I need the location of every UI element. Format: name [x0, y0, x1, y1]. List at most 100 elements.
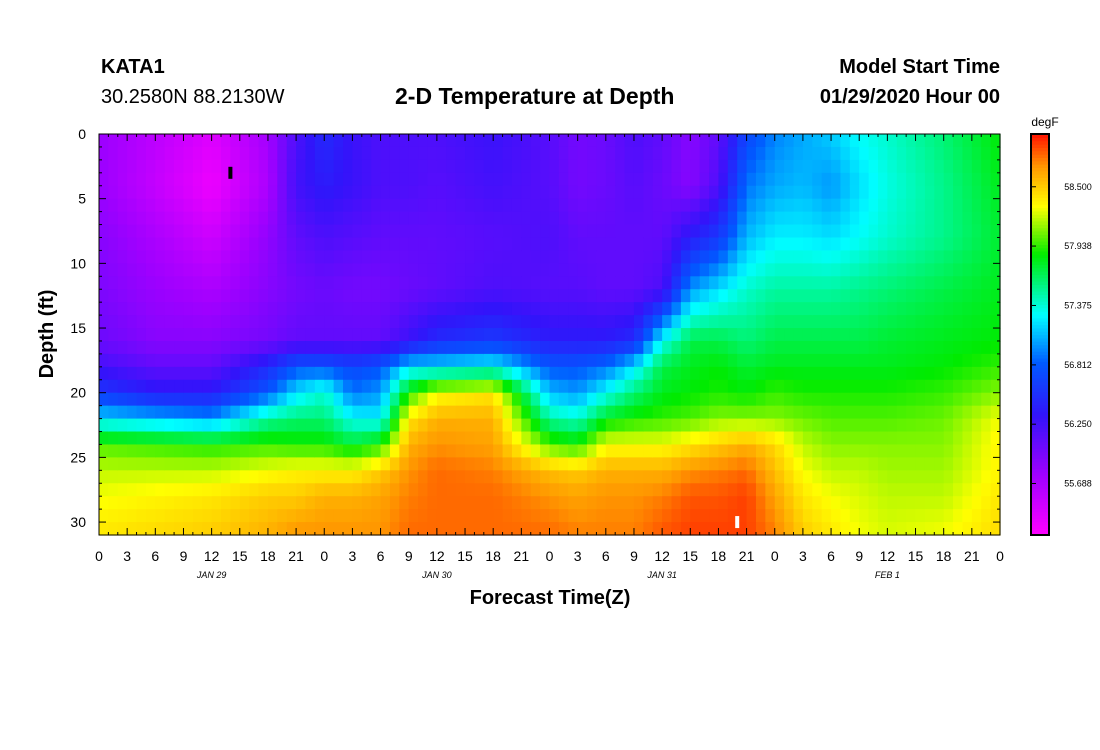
heatmap-cell [981, 496, 992, 510]
heatmap-cell [643, 522, 654, 536]
heatmap-cell [352, 366, 363, 381]
colorbar-tick-label: 55.688 [1064, 479, 1092, 489]
heatmap-cell [343, 237, 354, 252]
heatmap-cell [145, 198, 156, 213]
heatmap-cell [399, 289, 410, 303]
heatmap-cell [615, 509, 626, 523]
heatmap-cell [361, 315, 372, 329]
heatmap-cell [821, 444, 832, 458]
colorbar-segment [1031, 307, 1049, 312]
heatmap-cell [164, 328, 175, 342]
heatmap-cell [596, 444, 607, 458]
heatmap-cell [258, 340, 269, 355]
heatmap-cell [943, 431, 954, 446]
heatmap-cell [859, 444, 870, 458]
heatmap-cell [108, 418, 119, 433]
heatmap-cell [821, 405, 832, 420]
heatmap-cell [202, 289, 213, 303]
heatmap-cell [202, 522, 213, 536]
heatmap-cell [493, 224, 504, 239]
colorbar-segment [1031, 531, 1049, 536]
heatmap-cell [249, 185, 260, 200]
heatmap-cell [277, 211, 288, 226]
heatmap-cell [277, 172, 288, 187]
heatmap-cell [455, 457, 466, 471]
heatmap-cell [802, 315, 813, 329]
heatmap-cell [211, 328, 222, 342]
heatmap-cell [117, 496, 128, 510]
heatmap-cell [333, 146, 344, 161]
heatmap-cell [680, 366, 691, 381]
heatmap-cell [953, 289, 964, 303]
heatmap-cell [136, 431, 147, 446]
heatmap-cell [474, 315, 485, 329]
heatmap-cell [352, 509, 363, 523]
heatmap-cell [221, 302, 232, 316]
heatmap-cell [530, 496, 541, 510]
heatmap-cell [183, 250, 194, 264]
heatmap-cell [183, 185, 194, 200]
heatmap-cell [587, 340, 598, 355]
heatmap-cell [99, 185, 109, 200]
heatmap-cell [127, 366, 138, 381]
heatmap-cell [774, 328, 785, 342]
heatmap-cell [99, 340, 109, 355]
heatmap-cell [953, 379, 964, 394]
heatmap-cell [399, 185, 410, 200]
heatmap-cell [737, 483, 748, 497]
heatmap-cell [868, 509, 879, 523]
heatmap-cell [737, 289, 748, 303]
heatmap-cell [239, 315, 250, 329]
heatmap-cell [746, 250, 757, 264]
heatmap-cell [643, 496, 654, 510]
heatmap-cell [709, 353, 720, 368]
heatmap-cell [709, 159, 720, 174]
heatmap-cell [737, 250, 748, 264]
heatmap-cell [906, 263, 917, 277]
heatmap-cell [849, 276, 860, 290]
heatmap-cell [709, 134, 720, 148]
heatmap-cell [784, 185, 795, 200]
heatmap-cell [418, 457, 429, 471]
heatmap-cell [465, 198, 476, 213]
heatmap-cell [127, 444, 138, 458]
heatmap-cell [605, 185, 616, 200]
heatmap-cell [427, 185, 438, 200]
heatmap-cell [624, 405, 635, 420]
heatmap-cell [174, 198, 185, 213]
heatmap-cell [436, 289, 447, 303]
heatmap-cell [324, 431, 335, 446]
heatmap-cell [371, 405, 382, 420]
heatmap-cell [258, 522, 269, 536]
heatmap-cell [211, 289, 222, 303]
heatmap-cell [915, 496, 926, 510]
heatmap-cell [784, 289, 795, 303]
heatmap-cell [192, 224, 203, 239]
heatmap-cell [117, 185, 128, 200]
heatmap-cell [802, 302, 813, 316]
heatmap-cell [277, 470, 288, 484]
heatmap-cell [624, 134, 635, 148]
heatmap-cell [812, 457, 823, 471]
heatmap-cell [906, 302, 917, 316]
heatmap-cell [680, 431, 691, 446]
heatmap-cell [971, 185, 982, 200]
heatmap-cell [934, 483, 945, 497]
heatmap-cell [258, 405, 269, 420]
x-tick-label: 3 [574, 548, 582, 564]
heatmap-cell [333, 328, 344, 342]
heatmap-cell [924, 146, 935, 161]
heatmap-cell [202, 250, 213, 264]
heatmap-cell [896, 302, 907, 316]
heatmap-cell [164, 134, 175, 148]
heatmap-cell [849, 522, 860, 536]
heatmap-cell [915, 185, 926, 200]
heatmap-cell [277, 237, 288, 252]
heatmap-cell [202, 483, 213, 497]
heatmap-cell [267, 483, 278, 497]
heatmap-cell [587, 418, 598, 433]
heatmap-cell [802, 263, 813, 277]
heatmap-cell [493, 405, 504, 420]
heatmap-cell [755, 457, 766, 471]
heatmap-cell [802, 250, 813, 264]
